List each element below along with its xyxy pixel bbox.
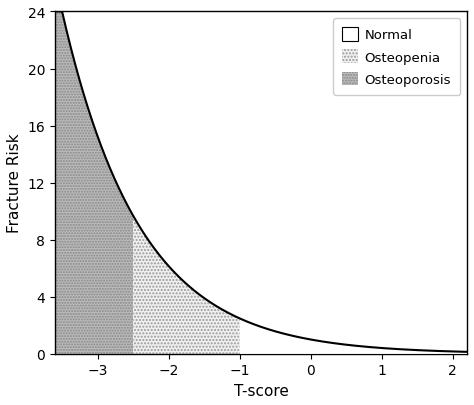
X-axis label: T-score: T-score bbox=[234, 383, 289, 398]
Legend: Normal, Osteopenia, Osteoporosis: Normal, Osteopenia, Osteoporosis bbox=[333, 19, 460, 96]
Y-axis label: Fracture Risk: Fracture Risk bbox=[7, 134, 22, 233]
